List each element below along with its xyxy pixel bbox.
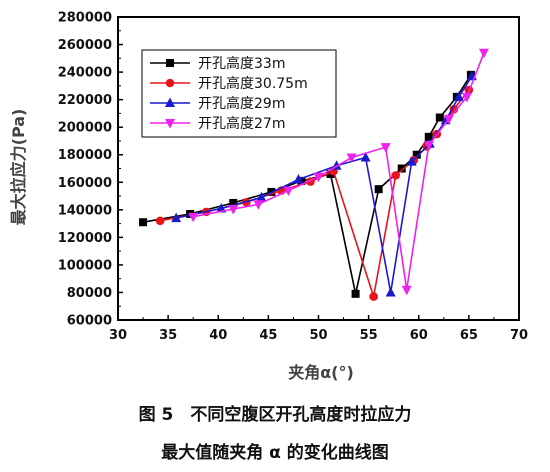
y-tick-label: 280000 [58,11,112,26]
legend-label: 开孔高度29m [198,95,285,112]
data-point [351,289,360,298]
data-point [385,286,396,297]
data-point [188,212,199,223]
data-point [406,156,417,166]
legend-entry: 开孔高度29m [150,95,285,112]
y-tick-label: 60000 [67,314,112,329]
x-tick-label: 55 [360,328,378,343]
data-point [283,186,294,197]
legend-entry: 开孔高度27m [150,115,285,132]
y-axis-title: 最大拉应力(Pa) [9,109,28,226]
series-4 [188,48,489,296]
x-tick-label: 40 [209,328,227,343]
x-axis-title: 夹角α(°) [288,363,354,382]
data-point [293,174,304,184]
data-point [435,113,444,122]
data-point [228,205,239,215]
data-point [397,164,406,173]
legend-marker [166,59,174,67]
data-point [453,91,464,101]
data-point [346,153,357,163]
data-point [478,48,489,59]
y-tick-label: 140000 [58,203,112,218]
x-tick-label: 30 [109,328,127,343]
data-point [424,132,433,141]
series-layer [139,48,489,301]
legend-label: 开孔高度30.75m [198,75,308,92]
data-point [216,202,227,213]
data-point [449,104,459,114]
data-point [461,92,472,103]
tick-labels: 30 35 40 45 50 55 60 65 70 60000 80000 100000 120000… [58,11,528,344]
data-point [155,216,165,226]
x-tick-label: 65 [460,328,478,343]
y-tick-label: 180000 [58,148,112,163]
data-point [256,191,267,202]
data-point [313,172,324,183]
y-tick-label: 260000 [58,38,112,53]
x-tick-label: 50 [309,328,327,343]
y-tick-label: 220000 [58,93,112,108]
legend-marker [165,97,175,107]
data-point [412,150,421,159]
x-tick-label: 35 [159,328,177,343]
data-point [369,292,378,301]
axis-ticks [117,16,520,321]
data-point [391,171,400,180]
data-point [401,285,412,296]
y-tick-label: 160000 [58,176,112,191]
figure-caption-line-2: 最大值随夹角 α 的变化曲线图 [161,443,389,463]
data-point [374,185,383,194]
x-tick-label: 60 [410,328,428,343]
data-point [360,151,371,162]
data-point [443,114,454,125]
legend-label: 开孔高度33m [198,55,285,72]
y-tick-label: 200000 [58,121,112,136]
legend-entry: 开孔高度30.75m [150,75,308,92]
line-chart: 30 35 40 45 50 55 60 65 70 60000 80000 100000 120000… [9,11,528,383]
legend-marker [165,78,175,88]
data-point [253,200,264,210]
x-tick-label: 70 [510,328,528,343]
data-point [423,141,434,151]
y-tick-label: 100000 [58,258,112,273]
legend-label: 开孔高度27m [198,115,285,132]
x-tick-label: 45 [259,328,277,343]
figure-caption-line-1: 图 5 不同空腹区开孔高度时拉应力 [138,405,412,425]
data-point [139,218,148,227]
legend: 开孔高度33m 开孔高度30.75m 开孔高度29m 开孔高度27m [141,49,337,138]
legend-entry: 开孔高度33m [150,55,285,72]
legend-marker [165,119,175,129]
data-point [380,143,391,153]
data-point [229,198,238,207]
data-point [171,212,182,223]
y-tick-label: 80000 [67,286,112,301]
y-tick-label: 240000 [58,66,112,81]
y-tick-label: 120000 [58,231,112,246]
